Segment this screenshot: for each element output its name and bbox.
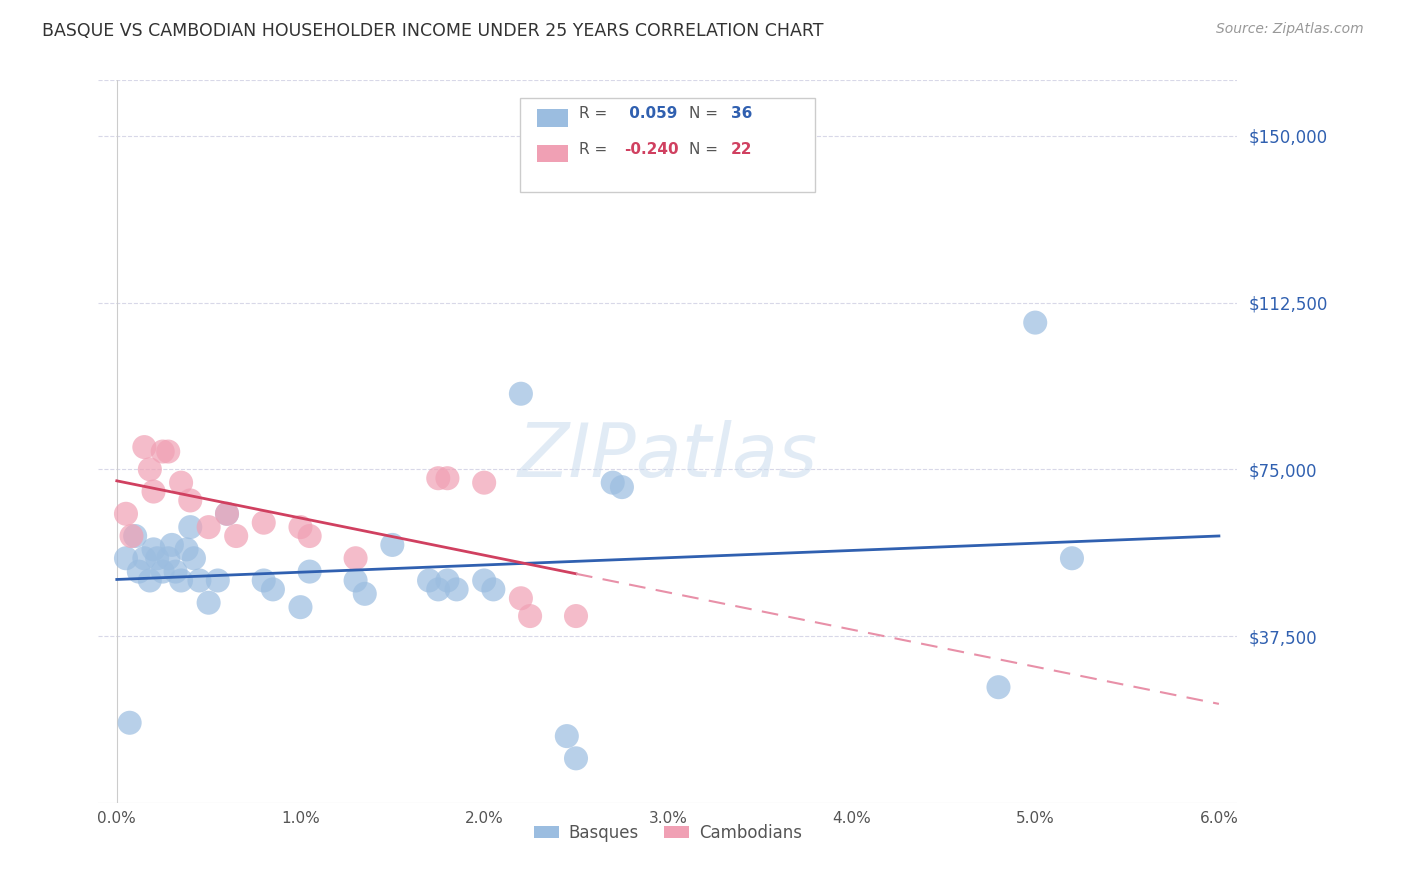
Text: Source: ZipAtlas.com: Source: ZipAtlas.com: [1216, 22, 1364, 37]
Point: [152, 565, 174, 579]
Point: [215, 507, 238, 521]
Point: [1060, 551, 1083, 566]
Text: BASQUE VS CAMBODIAN HOUSEHOLDER INCOME UNDER 25 YEARS CORRELATION CHART: BASQUE VS CAMBODIAN HOUSEHOLDER INCOME U…: [42, 22, 824, 40]
Point: [298, 529, 321, 543]
Point: [142, 542, 165, 557]
Point: [290, 600, 312, 615]
Point: [134, 551, 156, 566]
Point: [427, 582, 450, 597]
Point: [197, 596, 219, 610]
Point: [165, 565, 187, 579]
Point: [262, 582, 284, 597]
Point: [170, 475, 193, 490]
Text: R =: R =: [579, 106, 607, 121]
Text: N =: N =: [689, 106, 718, 121]
Point: [565, 751, 588, 765]
Point: [610, 480, 633, 494]
Point: [115, 551, 138, 566]
Point: [146, 551, 169, 566]
Point: [253, 574, 276, 588]
Point: [118, 715, 141, 730]
Point: [225, 529, 247, 543]
Point: [157, 444, 180, 458]
Point: [121, 529, 143, 543]
Text: -0.240: -0.240: [624, 142, 679, 157]
Point: [602, 475, 624, 490]
Point: [207, 574, 229, 588]
Text: 22: 22: [731, 142, 752, 157]
Point: [418, 574, 440, 588]
Legend: Basques, Cambodians: Basques, Cambodians: [527, 817, 808, 848]
Point: [472, 475, 495, 490]
Point: [197, 520, 219, 534]
Point: [152, 444, 174, 458]
Text: ZIPatlas: ZIPatlas: [517, 420, 818, 492]
Point: [482, 582, 505, 597]
Point: [128, 565, 150, 579]
Point: [344, 574, 367, 588]
Text: 0.059: 0.059: [624, 106, 678, 121]
Point: [179, 493, 201, 508]
Point: [215, 507, 238, 521]
Text: R =: R =: [579, 142, 607, 157]
Point: [134, 440, 156, 454]
Point: [381, 538, 404, 552]
Point: [298, 565, 321, 579]
Point: [436, 574, 458, 588]
Point: [139, 462, 162, 476]
Point: [353, 587, 375, 601]
Point: [427, 471, 450, 485]
Point: [446, 582, 468, 597]
Point: [142, 484, 165, 499]
Point: [139, 574, 162, 588]
Point: [179, 520, 201, 534]
Point: [290, 520, 312, 534]
Point: [565, 609, 588, 624]
Point: [176, 542, 198, 557]
Point: [157, 551, 180, 566]
Point: [1024, 316, 1046, 330]
Point: [509, 591, 531, 606]
Point: [555, 729, 578, 743]
Text: 36: 36: [731, 106, 752, 121]
Point: [519, 609, 541, 624]
Point: [253, 516, 276, 530]
Point: [160, 538, 183, 552]
Point: [344, 551, 367, 566]
Point: [115, 507, 138, 521]
Point: [987, 680, 1010, 694]
Point: [436, 471, 458, 485]
Point: [509, 386, 531, 401]
Point: [170, 574, 193, 588]
Point: [124, 529, 146, 543]
Point: [472, 574, 495, 588]
Text: N =: N =: [689, 142, 718, 157]
Point: [183, 551, 205, 566]
Point: [188, 574, 211, 588]
